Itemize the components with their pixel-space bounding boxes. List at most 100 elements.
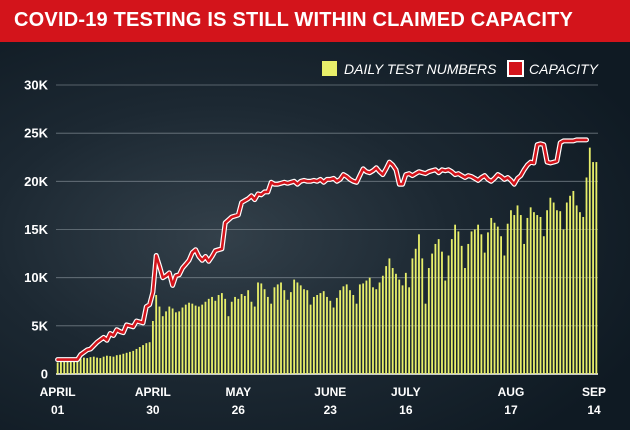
bar: [385, 266, 388, 374]
bar: [151, 321, 154, 374]
bar: [447, 255, 450, 374]
x-tick-label: AUG: [498, 385, 525, 399]
bar: [487, 232, 489, 374]
title-banner: COVID-19 TESTING IS STILL WITHIN CLAIMED…: [0, 0, 630, 42]
bar: [427, 268, 430, 374]
bar-series-daily-tests: [56, 147, 598, 374]
bar: [326, 296, 328, 374]
bar: [401, 285, 404, 374]
bar: [220, 293, 223, 374]
bar: [398, 279, 401, 374]
line-series-capacity: [55, 137, 589, 363]
bar: [411, 258, 414, 374]
bar: [270, 303, 273, 374]
bar: [513, 215, 516, 374]
bar: [112, 356, 115, 374]
bar: [207, 298, 210, 374]
x-tick-label: 17: [504, 403, 518, 417]
bar: [582, 216, 585, 374]
bar: [148, 342, 151, 374]
bar: [542, 236, 545, 374]
legend: DAILY TEST NUMBERS CAPACITY: [322, 60, 600, 77]
bar: [188, 302, 190, 374]
bar: [480, 234, 483, 374]
bar: [473, 229, 476, 374]
bar: [296, 282, 299, 374]
bar: [168, 306, 171, 374]
x-tick-label: 01: [51, 403, 65, 417]
bar: [500, 236, 503, 374]
legend-swatch-daily-tests: [322, 61, 337, 76]
bar: [575, 205, 578, 374]
bar: [562, 229, 565, 374]
bar: [145, 343, 148, 374]
bar: [79, 358, 82, 374]
bar: [516, 205, 519, 374]
bar: [526, 217, 529, 374]
bar: [437, 239, 440, 374]
bar: [496, 226, 499, 374]
y-tick-label: 30K: [24, 78, 48, 93]
bar: [181, 307, 184, 374]
bar: [263, 289, 266, 374]
bar: [572, 190, 575, 374]
bar: [250, 301, 253, 374]
bar: [450, 239, 453, 374]
bar: [483, 252, 486, 374]
y-tick-label: 25K: [24, 126, 48, 141]
bar: [414, 248, 417, 374]
bar: [342, 286, 345, 374]
bar: [372, 287, 374, 374]
bar: [421, 258, 424, 374]
bar: [214, 300, 217, 374]
bar: [595, 162, 598, 374]
bar: [191, 303, 194, 374]
bar: [224, 298, 227, 374]
bar: [329, 300, 332, 374]
bar: [158, 306, 161, 374]
bar: [92, 356, 95, 374]
bar: [306, 290, 309, 374]
bar: [129, 351, 131, 374]
bar: [503, 255, 506, 374]
bar: [83, 357, 85, 374]
bar: [161, 316, 164, 374]
bar: [96, 357, 98, 374]
bar: [319, 293, 322, 374]
y-tick-label: 5K: [31, 318, 48, 333]
bar: [266, 296, 269, 374]
bar: [454, 224, 457, 374]
bar: [89, 357, 92, 374]
y-tick-label: 20K: [24, 174, 48, 189]
y-tick-label: 15K: [24, 222, 48, 237]
bar: [303, 289, 305, 374]
bar: [171, 308, 174, 374]
x-tick-label: 14: [587, 403, 601, 417]
bar: [86, 358, 89, 374]
bar: [592, 162, 594, 374]
bar: [276, 284, 279, 374]
bar: [184, 304, 187, 374]
chart-title: COVID-19 TESTING IS STILL WITHIN CLAIMED…: [14, 9, 574, 31]
bar: [523, 243, 525, 374]
bar: [135, 348, 138, 374]
bar: [490, 217, 493, 374]
bar: [404, 272, 407, 374]
bar: [569, 195, 571, 374]
bar: [339, 290, 342, 374]
bar: [457, 231, 460, 374]
bar: [194, 305, 197, 374]
bar: [378, 282, 381, 374]
bar: [368, 277, 371, 374]
bar: [56, 362, 59, 374]
bar: [539, 216, 542, 374]
bar: [533, 212, 535, 374]
bar: [283, 290, 286, 374]
bar: [243, 295, 246, 374]
legend-label-capacity: CAPACITY: [529, 61, 600, 77]
y-tick-label: 0: [41, 367, 48, 382]
x-tick-label: APRIL: [40, 385, 76, 399]
capacity-line: [56, 138, 588, 361]
bar: [355, 303, 358, 374]
